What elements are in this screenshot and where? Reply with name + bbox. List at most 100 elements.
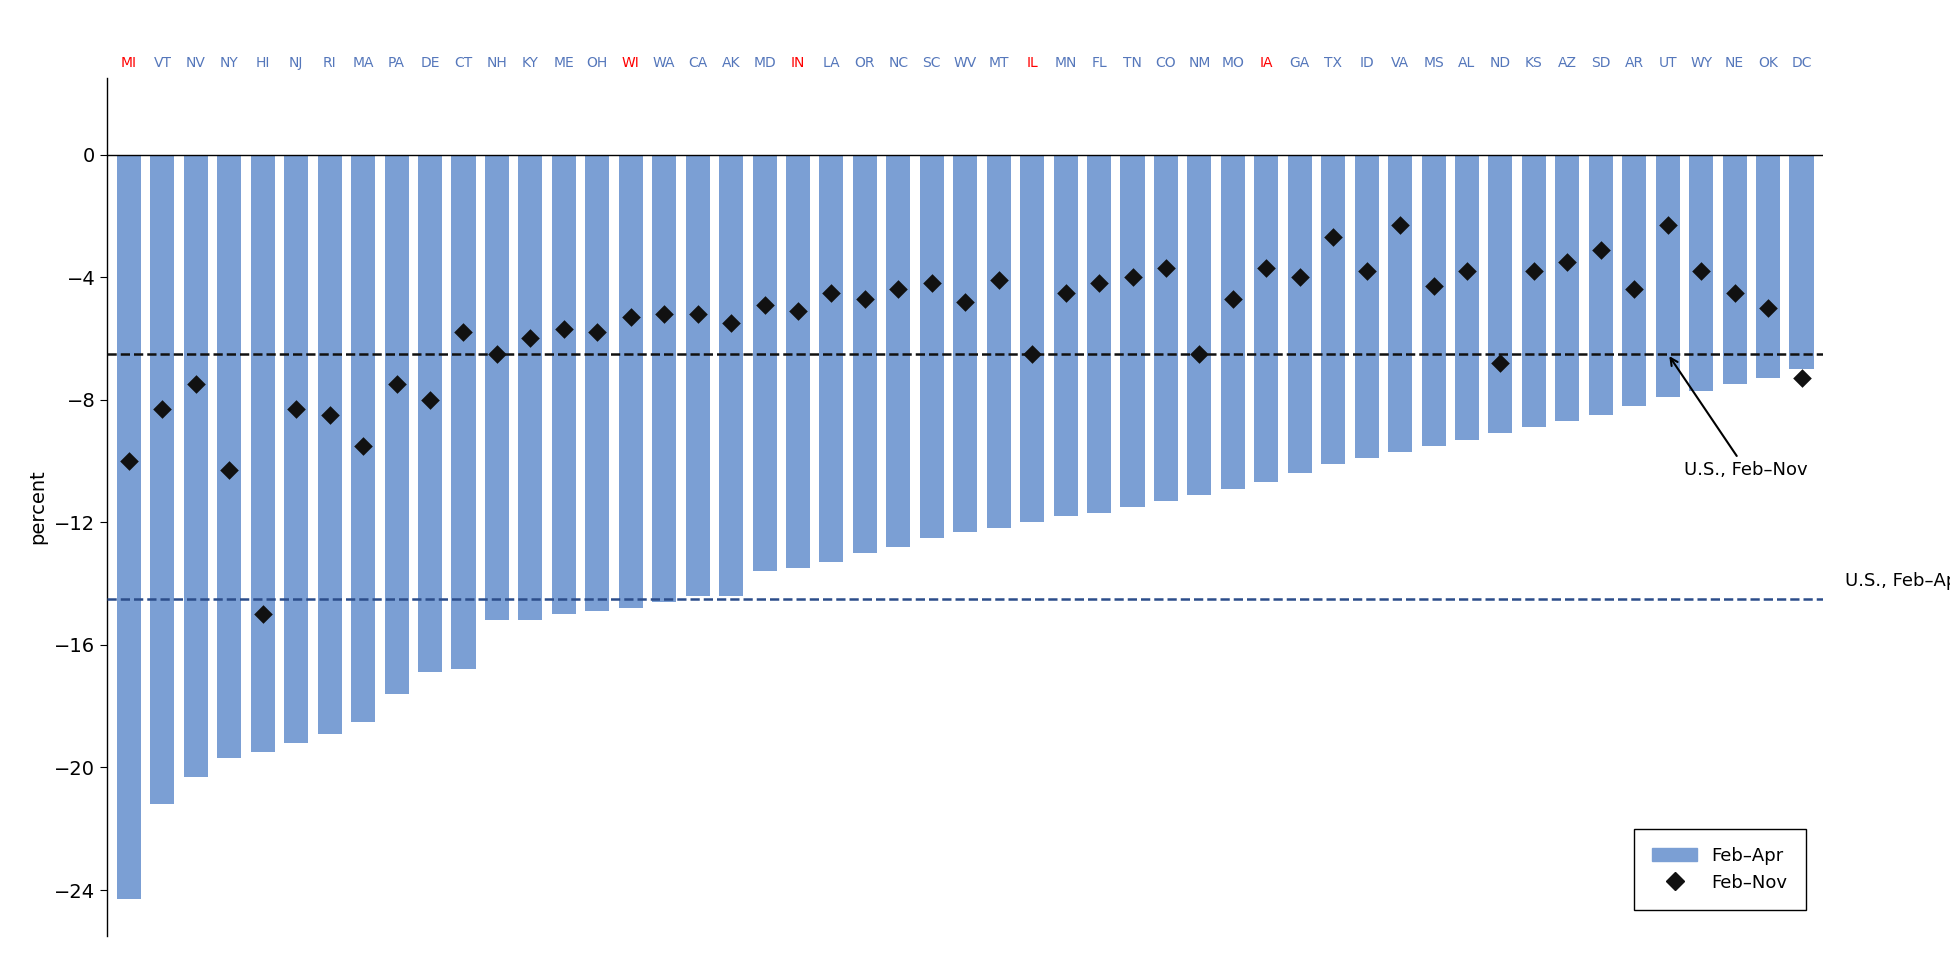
Point	[1685, 263, 1716, 279]
Point	[1117, 269, 1149, 285]
Point	[347, 438, 378, 453]
Point	[1618, 282, 1650, 297]
Point	[1285, 269, 1316, 285]
Point	[983, 272, 1014, 288]
Bar	[1355, 155, 1379, 458]
Bar	[987, 155, 1010, 528]
Bar	[585, 155, 608, 611]
Point	[1418, 279, 1449, 294]
Y-axis label: percent: percent	[29, 470, 47, 544]
Point	[1217, 291, 1248, 306]
Bar	[651, 155, 677, 602]
Bar	[150, 155, 174, 804]
Bar	[318, 155, 341, 734]
Bar	[920, 155, 944, 537]
Bar	[753, 155, 776, 571]
Point	[916, 276, 948, 292]
Text: U.S., Feb–Nov: U.S., Feb–Nov	[1671, 358, 1808, 479]
Point	[179, 376, 211, 392]
Bar	[1589, 155, 1613, 415]
Legend: Feb–Apr, Feb–Nov: Feb–Apr, Feb–Nov	[1634, 829, 1806, 910]
Point	[614, 309, 645, 325]
Point	[1384, 217, 1416, 233]
Point	[548, 322, 579, 337]
Bar	[216, 155, 242, 759]
Bar	[384, 155, 410, 694]
Point	[782, 303, 813, 319]
Point	[281, 401, 312, 416]
Bar	[1086, 155, 1112, 513]
Bar	[1154, 155, 1178, 501]
Point	[1519, 263, 1550, 279]
Bar	[1488, 155, 1513, 434]
Bar	[1455, 155, 1478, 440]
Point	[482, 346, 513, 362]
Point	[1451, 263, 1482, 279]
Bar	[720, 155, 743, 596]
Bar	[852, 155, 878, 553]
Bar	[887, 155, 911, 547]
Bar	[1622, 155, 1646, 406]
Point	[883, 282, 915, 297]
Bar	[252, 155, 275, 752]
Point	[581, 325, 612, 340]
Point	[1318, 229, 1349, 245]
Point	[1720, 285, 1751, 300]
Bar	[351, 155, 374, 721]
Bar	[1790, 155, 1814, 370]
Point	[314, 408, 345, 423]
Point	[1753, 300, 1784, 316]
Text: U.S., Feb–Apr: U.S., Feb–Apr	[1845, 571, 1950, 590]
Point	[1084, 276, 1115, 292]
Point	[1049, 285, 1080, 300]
Point	[448, 325, 480, 340]
Bar	[686, 155, 710, 596]
Point	[950, 293, 981, 309]
Bar	[486, 155, 509, 620]
Point	[649, 306, 681, 322]
Bar	[1121, 155, 1145, 507]
Point	[1351, 263, 1383, 279]
Bar	[452, 155, 476, 670]
Bar	[1422, 155, 1445, 446]
Point	[682, 306, 714, 322]
Point	[716, 315, 747, 331]
Bar	[954, 155, 977, 531]
Bar	[417, 155, 443, 673]
Bar	[1188, 155, 1211, 494]
Point	[1484, 355, 1515, 370]
Point	[815, 285, 846, 300]
Bar	[1722, 155, 1747, 384]
Bar	[618, 155, 644, 608]
Bar	[552, 155, 575, 614]
Point	[850, 291, 881, 306]
Point	[515, 331, 546, 346]
Point	[1150, 260, 1182, 276]
Bar	[1287, 155, 1312, 473]
Point	[415, 392, 447, 408]
Point	[1552, 254, 1583, 270]
Point	[1786, 370, 1817, 386]
Point	[1585, 242, 1617, 257]
Point	[1184, 346, 1215, 362]
Bar	[1322, 155, 1346, 464]
Bar	[117, 155, 140, 899]
Bar	[1757, 155, 1780, 378]
Bar	[183, 155, 209, 777]
Point	[380, 376, 411, 392]
Point	[749, 297, 780, 313]
Bar	[1388, 155, 1412, 451]
Bar	[1254, 155, 1279, 483]
Bar	[1020, 155, 1043, 523]
Bar	[1556, 155, 1580, 421]
Bar	[1221, 155, 1244, 488]
Bar	[1689, 155, 1714, 391]
Bar	[519, 155, 542, 620]
Bar	[1053, 155, 1078, 516]
Bar	[819, 155, 844, 563]
Point	[1016, 346, 1047, 362]
Bar	[786, 155, 809, 568]
Point	[146, 401, 177, 416]
Point	[113, 453, 144, 469]
Bar	[1656, 155, 1679, 397]
